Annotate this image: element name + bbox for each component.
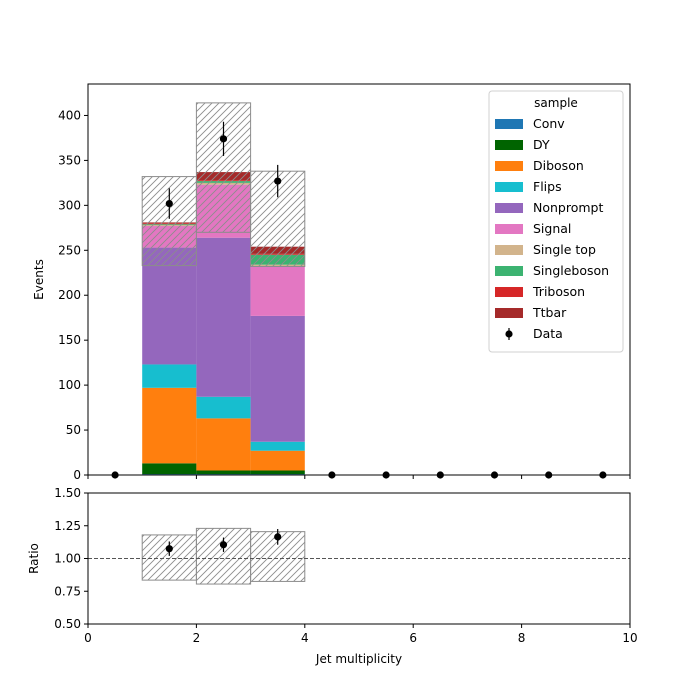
legend-title: sample: [534, 96, 578, 110]
data-point: [165, 199, 173, 208]
legend-swatch: [495, 287, 523, 297]
y-tick-label: 350: [58, 153, 81, 167]
bar-diboson: [142, 387, 197, 464]
stacked-bars: [142, 172, 305, 475]
legend-swatch: [495, 266, 523, 276]
x-tick-label: 0: [84, 631, 92, 645]
data-point: [219, 135, 228, 143]
y-tick-label: 50: [66, 423, 81, 437]
bar-signal: [250, 266, 305, 316]
legend-label: Signal: [533, 221, 571, 236]
legend-swatch: [495, 224, 523, 234]
x-axis: 0 2 4 6 8 10: [84, 624, 638, 645]
x-tick-label: 6: [409, 631, 417, 645]
legend: sample Conv DY Diboson Flips Nonprompt Signal…: [488, 90, 624, 353]
ratio-plot: 0.50 0.75 1.00 1.25 1.50 0 2 4 6 8 10 Ratio Jet m…: [27, 486, 638, 666]
y-tick-label: 0: [73, 468, 81, 482]
ratio-y-axis-label: Ratio: [27, 543, 41, 574]
bar-nonprompt: [250, 315, 305, 442]
x-tick-label: 10: [622, 631, 637, 645]
ratio-y-tick-label: 0.50: [54, 617, 81, 631]
ratio-uncertainty-bin: [195, 527, 252, 585]
main-plot: 0 50 100 150 200 250 300 350 400 Events: [32, 83, 631, 482]
legend-swatch: [495, 161, 523, 171]
legend-label: Triboson: [532, 284, 585, 299]
main-axes-frame: [87, 83, 631, 476]
bar-nonprompt: [142, 247, 197, 365]
ratio-point: [219, 541, 228, 549]
legend-label: Single top: [533, 242, 596, 257]
bar-dy: [142, 463, 197, 475]
legend-label: DY: [533, 137, 550, 152]
bar-dy: [250, 470, 305, 475]
legend-label: Diboson: [533, 158, 584, 173]
legend-swatch: [495, 119, 523, 129]
x-tick-label: 8: [518, 631, 526, 645]
legend-label: Nonprompt: [533, 200, 603, 215]
bar-nonprompt: [196, 237, 251, 397]
main-x-ticks: [87, 475, 631, 479]
y-tick-label: 200: [58, 288, 81, 302]
data-point: [274, 177, 282, 185]
main-y-axis: 0 50 100 150 200 250 300 350 400: [58, 108, 88, 482]
legend-items: Conv DY Diboson Flips Nonprompt Signal Single …: [495, 116, 609, 341]
legend-label: Data: [533, 326, 563, 341]
y-tick-label: 150: [58, 333, 81, 347]
x-axis-label: Jet multiplicity: [315, 652, 402, 666]
legend-swatch: [495, 245, 523, 255]
x-tick-label: 2: [193, 631, 201, 645]
legend-label: Flips: [533, 179, 562, 194]
x-tick-label: 4: [301, 631, 309, 645]
y-tick-label: 300: [58, 198, 81, 212]
y-tick-label: 250: [58, 243, 81, 257]
bar-flips: [250, 441, 305, 451]
y-tick-label: 100: [58, 378, 81, 392]
ratio-y-axis: 0.50 0.75 1.00 1.25 1.50: [54, 486, 88, 631]
bar-diboson: [196, 418, 251, 471]
legend-swatch: [495, 308, 523, 318]
legend-label: Conv: [533, 116, 565, 131]
bar-diboson: [250, 450, 305, 471]
ratio-point: [274, 533, 282, 541]
legend-label: Singleboson: [533, 263, 609, 278]
ratio-y-tick-label: 0.75: [54, 584, 81, 598]
bar-flips: [196, 396, 251, 419]
legend-swatch: [495, 182, 523, 192]
bar-flips: [142, 364, 197, 388]
ratio-y-tick-label: 1.00: [54, 552, 81, 566]
legend-label: Ttbar: [532, 305, 567, 320]
y-tick-label: 400: [58, 108, 81, 122]
legend-data-marker: [505, 330, 513, 338]
y-axis-label: Events: [32, 259, 46, 300]
bar-dy: [196, 470, 251, 475]
legend-swatch: [495, 203, 523, 213]
ratio-point: [165, 545, 173, 553]
ratio-y-tick-label: 1.50: [54, 486, 81, 500]
ratio-points: [165, 529, 282, 556]
ratio-y-tick-label: 1.25: [54, 519, 81, 533]
legend-swatch: [495, 140, 523, 150]
legend-box: [488, 90, 624, 353]
